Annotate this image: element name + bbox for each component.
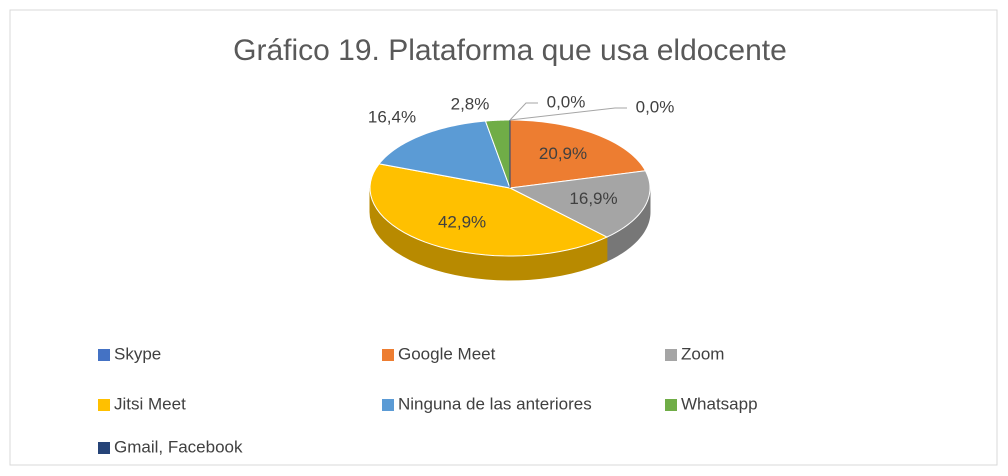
data-label: 20,9% bbox=[539, 144, 587, 163]
slice bbox=[369, 163, 609, 257]
leader-line bbox=[509, 102, 538, 121]
data-label: 16,4% bbox=[368, 107, 416, 126]
legend-swatch bbox=[665, 349, 677, 361]
legend-swatch bbox=[98, 442, 110, 454]
legend-swatch bbox=[665, 399, 677, 411]
legend-label: Ninguna de las anteriores bbox=[398, 394, 592, 413]
slice bbox=[484, 119, 511, 189]
legend-label: Skype bbox=[114, 344, 161, 363]
slice bbox=[509, 119, 647, 189]
legend-label: Zoom bbox=[681, 344, 724, 363]
slice bbox=[378, 120, 511, 189]
data-label: 42,9% bbox=[438, 213, 486, 232]
legend-label: Google Meet bbox=[398, 344, 496, 363]
data-label: 0,0% bbox=[636, 97, 675, 116]
legend-swatch bbox=[382, 399, 394, 411]
legend-label: Whatsapp bbox=[681, 394, 758, 413]
data-label: 16,9% bbox=[569, 189, 617, 208]
data-label: 2,8% bbox=[451, 94, 490, 113]
legend-swatch bbox=[98, 349, 110, 361]
legend-label: Gmail, Facebook bbox=[114, 437, 243, 456]
slice bbox=[508, 170, 651, 238]
leader-line bbox=[509, 107, 627, 121]
legend-swatch bbox=[98, 399, 110, 411]
data-label: 0,0% bbox=[547, 92, 586, 111]
legend-swatch bbox=[382, 349, 394, 361]
legend-label: Jitsi Meet bbox=[114, 394, 186, 413]
chart-title: Gráfico 19. Plataforma que usa eldocente bbox=[233, 34, 787, 67]
